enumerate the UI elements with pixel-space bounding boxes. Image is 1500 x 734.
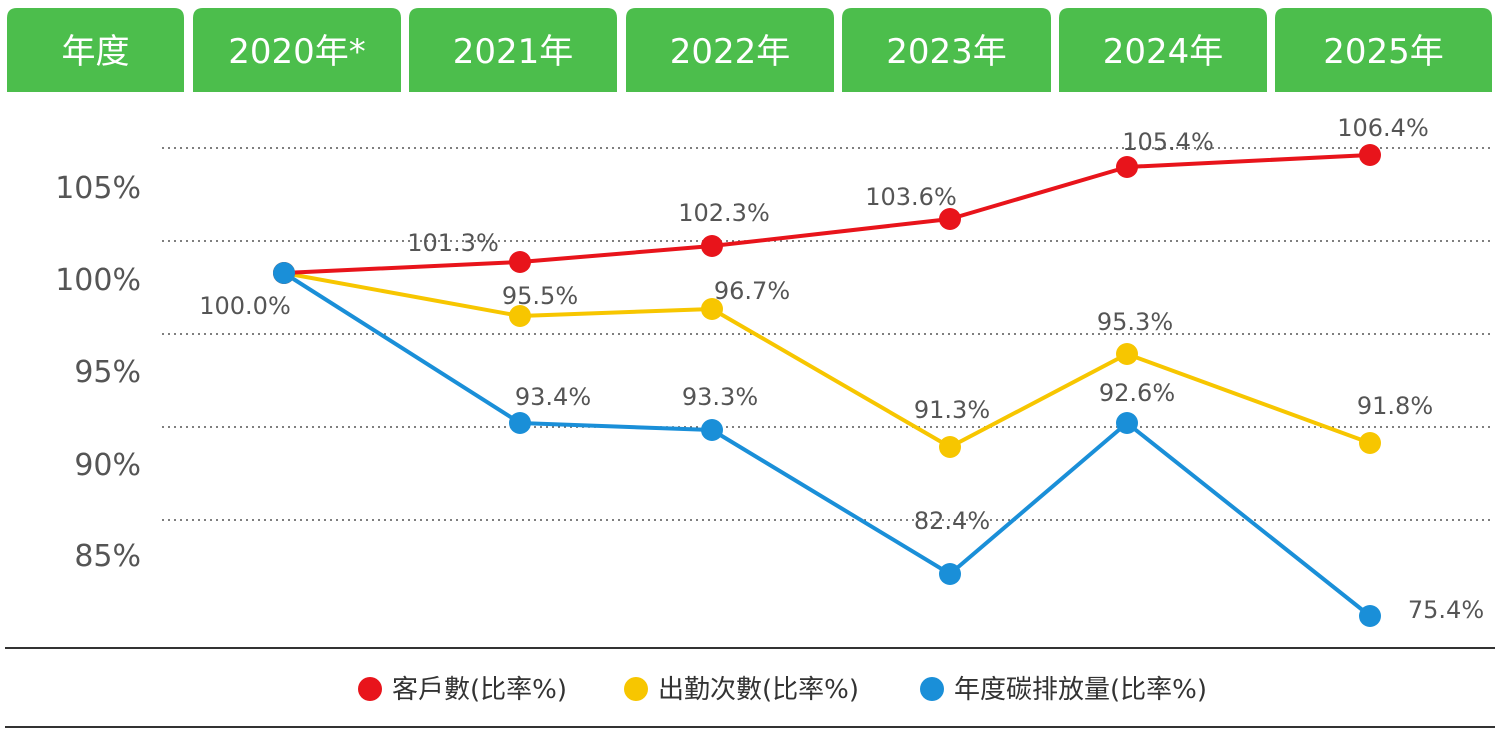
data-label: 91.3% — [914, 396, 990, 424]
data-point — [701, 235, 723, 257]
data-label: 102.3% — [678, 199, 770, 227]
header-cell-4 — [842, 8, 1051, 92]
data-point — [273, 262, 295, 284]
data-point — [509, 251, 531, 273]
data-point — [701, 419, 723, 441]
legend-label: 客戶數(比率%) — [392, 675, 567, 705]
y-axis-ticks: 105% 100% 95% 90% 85% — [55, 171, 141, 574]
category-label: 2022年 — [670, 32, 791, 72]
data-point — [509, 305, 531, 327]
data-point — [939, 436, 961, 458]
data-point — [509, 412, 531, 434]
legend-marker — [624, 677, 648, 701]
category-label: 2021年 — [453, 32, 574, 72]
data-label: 103.6% — [865, 183, 957, 211]
data-label: 93.3% — [682, 383, 758, 411]
legend-label: 出勤次數(比率%) — [658, 675, 859, 705]
data-point — [701, 298, 723, 320]
series-lines — [282, 153, 1372, 618]
category-label: 2025年 — [1323, 32, 1444, 72]
category-label: 2024年 — [1103, 32, 1224, 72]
header-cell-3 — [626, 8, 834, 92]
data-point — [939, 563, 961, 585]
data-point — [939, 208, 961, 230]
data-label: 95.3% — [1097, 308, 1173, 336]
data-label: 92.6% — [1099, 379, 1175, 407]
y-tick-label: 90% — [74, 448, 141, 483]
legend: 客戶數(比率%) 出勤次數(比率%) 年度碳排放量(比率%) — [358, 675, 1207, 705]
y-tick-label: 100% — [55, 263, 141, 298]
legend-label: 年度碳排放量(比率%) — [954, 675, 1207, 705]
data-label: 106.4% — [1337, 114, 1429, 142]
legend-marker — [358, 677, 382, 701]
header-cell-6 — [1275, 8, 1492, 92]
data-point — [1116, 156, 1138, 178]
header-cell-year — [7, 8, 184, 92]
data-label: 91.8% — [1357, 392, 1433, 420]
y-tick-label: 85% — [74, 539, 141, 574]
data-point — [1116, 412, 1138, 434]
data-point — [1116, 343, 1138, 365]
data-label: 93.4% — [515, 383, 591, 411]
data-label: 101.3% — [407, 229, 499, 257]
year-header-row: 年度 2020年* 2021年 2022年 2023年 2024年 2025年 — [7, 8, 1492, 92]
legend-marker — [920, 677, 944, 701]
category-label: 2020年* — [228, 32, 366, 72]
data-label: 105.4% — [1122, 128, 1214, 156]
series-line — [283, 153, 1371, 275]
series-points — [273, 144, 1381, 627]
gridlines — [162, 147, 1492, 521]
series-line — [283, 271, 1371, 449]
header-cell-5 — [1059, 8, 1267, 92]
y-tick-label: 95% — [74, 355, 141, 390]
y-tick-label: 105% — [55, 171, 141, 206]
data-point — [1359, 605, 1381, 627]
series-line — [282, 271, 1372, 618]
data-label: 95.5% — [502, 282, 578, 310]
data-label: 82.4% — [914, 507, 990, 535]
header-year-label: 年度 — [62, 32, 130, 72]
data-labels: 100.0% 101.3% 102.3% 103.6% 105.4% 106.4% 95.5… — [199, 114, 1484, 624]
header-cell-1 — [193, 8, 401, 92]
data-point — [1359, 432, 1381, 454]
header-cell-2 — [409, 8, 617, 92]
data-label: 75.4% — [1408, 596, 1484, 624]
data-point — [1359, 144, 1381, 166]
data-label: 100.0% — [199, 292, 291, 320]
category-label: 2023年 — [886, 32, 1007, 72]
data-label: 96.7% — [714, 277, 790, 305]
